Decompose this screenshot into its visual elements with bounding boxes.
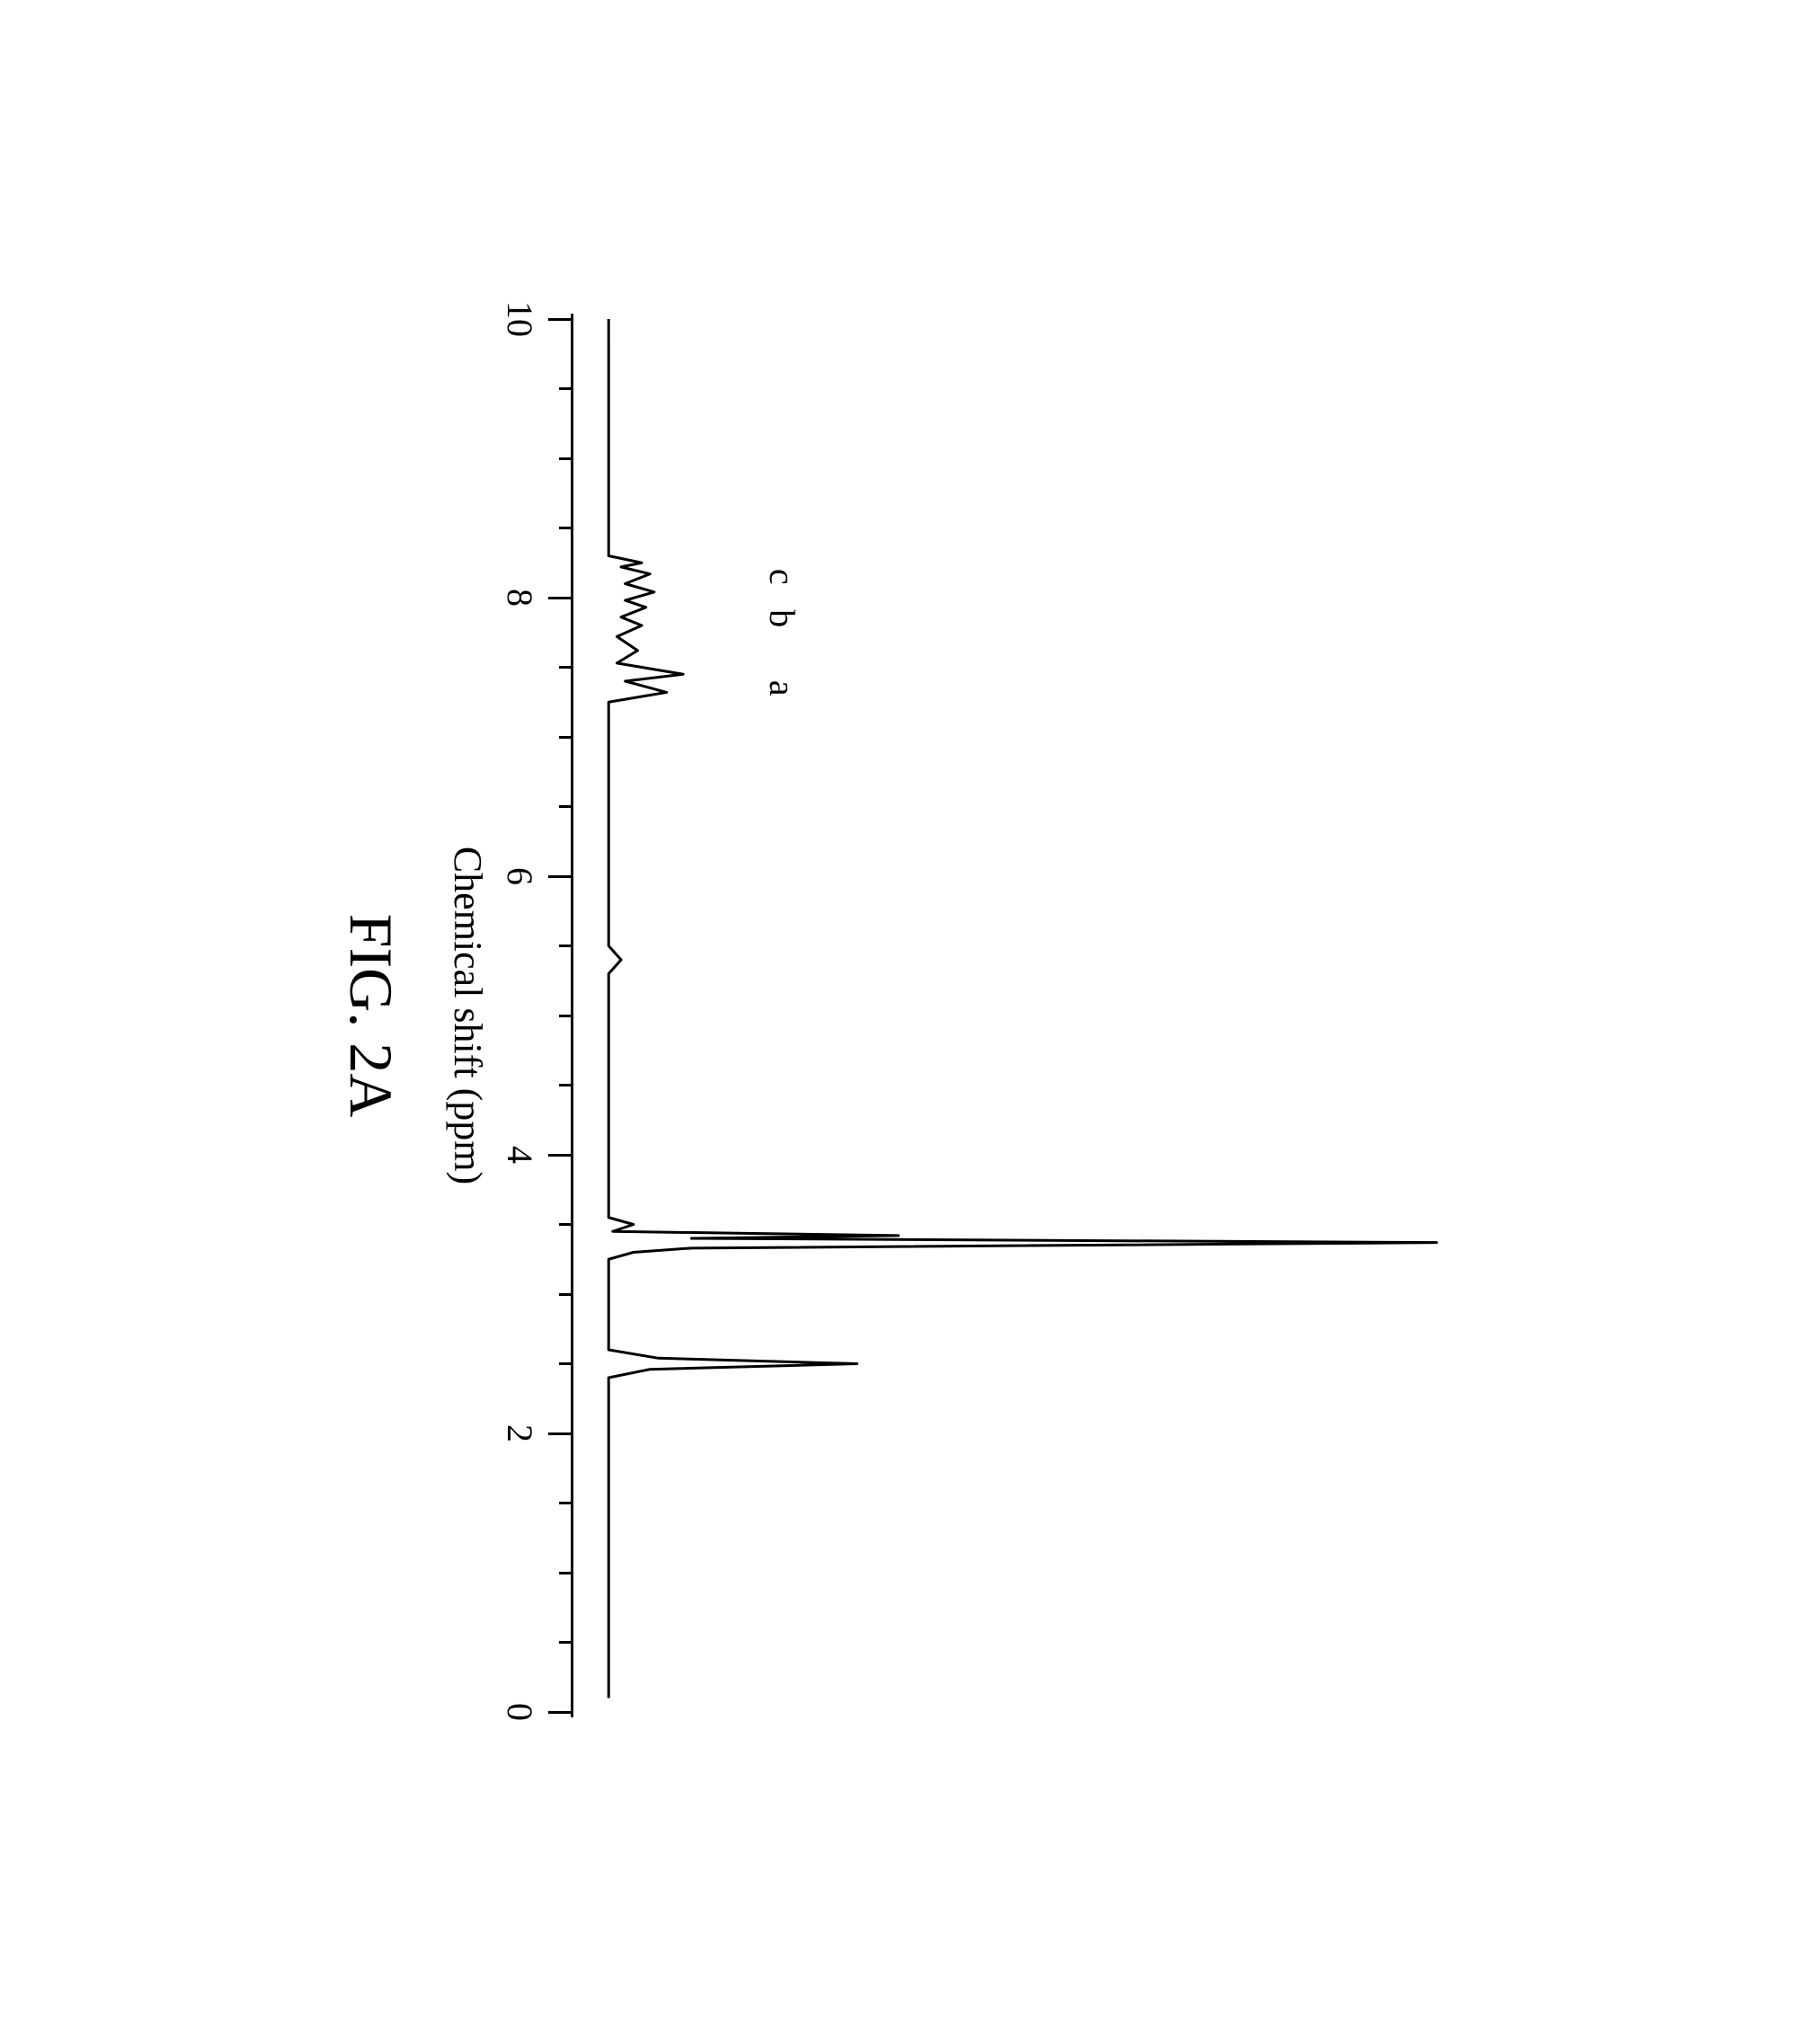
figure-label: FIG. 2A [335,319,406,1712]
spectrum-trace [340,283,1481,1748]
peak-label: b [760,596,803,641]
x-tick-minor [559,736,573,739]
nmr-chart: 10 8 6 4 2 0 Chemical shift (ppm) cba [340,283,1481,1748]
x-tick-major [548,1711,573,1714]
x-tick-label: 4 [499,1119,541,1191]
x-tick-minor [559,457,573,460]
x-tick-minor [559,805,573,808]
x-tick-minor [559,1502,573,1504]
x-axis-label: Chemical shift (ppm) [445,319,491,1712]
page-root: 10 8 6 4 2 0 Chemical shift (ppm) cba FIG. 2A [0,0,1820,2031]
x-tick-minor [559,387,573,390]
x-tick-label: 2 [499,1397,541,1469]
x-tick-minor [559,1572,573,1574]
x-tick-minor [559,1015,573,1017]
x-tick-label: 10 [499,283,541,355]
x-tick-label: 8 [499,562,541,634]
x-tick-minor [559,1293,573,1296]
x-tick-major [548,875,573,878]
x-tick-major [548,1154,573,1157]
x-tick-label: 6 [499,840,541,912]
x-tick-minor [559,666,573,669]
x-tick-minor [559,1362,573,1365]
x-tick-major [548,318,573,321]
chart-rotated-wrapper: 1086420 Chemical shift (ppm) cba FIG. 2A [340,283,1481,1748]
x-tick-label: 0 [499,1676,541,1748]
peak-label: a [760,666,803,711]
x-tick-minor [559,1084,573,1086]
x-tick-minor [559,1641,573,1644]
x-tick-minor [559,945,573,947]
x-tick-major [548,1432,573,1435]
x-tick-minor [559,527,573,529]
x-tick-minor [559,1223,573,1226]
x-tick-major [548,597,573,599]
peak-label: c [760,554,803,599]
